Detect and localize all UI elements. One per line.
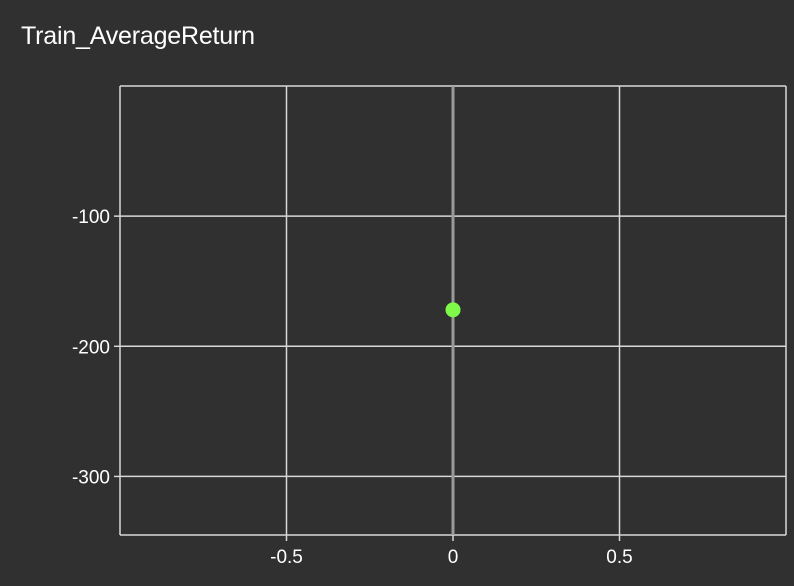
x-tick-label: 0.5 — [606, 547, 632, 568]
x-tick-label: 0 — [448, 547, 459, 568]
chart-title: Train_AverageReturn — [21, 22, 255, 50]
data-point — [445, 302, 461, 318]
y-tick-label: -100 — [72, 207, 110, 228]
y-tick-label: -200 — [72, 337, 110, 358]
y-tick-label: -300 — [72, 467, 110, 488]
x-tick-label: -0.5 — [270, 547, 303, 568]
